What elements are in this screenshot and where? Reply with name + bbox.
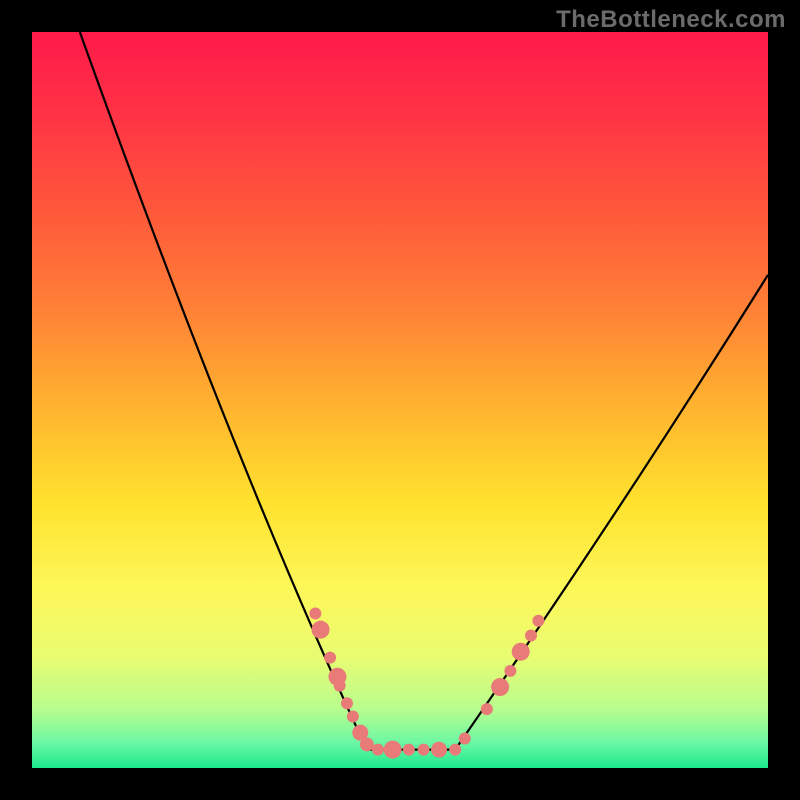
data-marker xyxy=(324,652,336,664)
data-marker xyxy=(372,744,384,756)
data-marker xyxy=(525,630,537,642)
data-marker xyxy=(459,733,471,745)
gradient-background xyxy=(32,32,768,768)
data-marker xyxy=(403,744,415,756)
watermark-text: TheBottleneck.com xyxy=(556,6,786,34)
data-marker xyxy=(532,615,544,627)
chart-canvas xyxy=(32,32,768,768)
data-marker xyxy=(312,621,330,639)
data-marker xyxy=(512,643,530,661)
data-marker xyxy=(334,680,346,692)
data-marker xyxy=(481,703,493,715)
data-marker xyxy=(384,741,402,759)
data-marker xyxy=(449,744,461,756)
data-marker xyxy=(360,737,374,751)
data-marker xyxy=(347,710,359,722)
data-marker xyxy=(341,697,353,709)
data-marker xyxy=(431,742,447,758)
data-marker xyxy=(491,678,509,696)
data-marker xyxy=(504,665,516,677)
data-marker xyxy=(309,607,321,619)
data-marker xyxy=(418,744,430,756)
